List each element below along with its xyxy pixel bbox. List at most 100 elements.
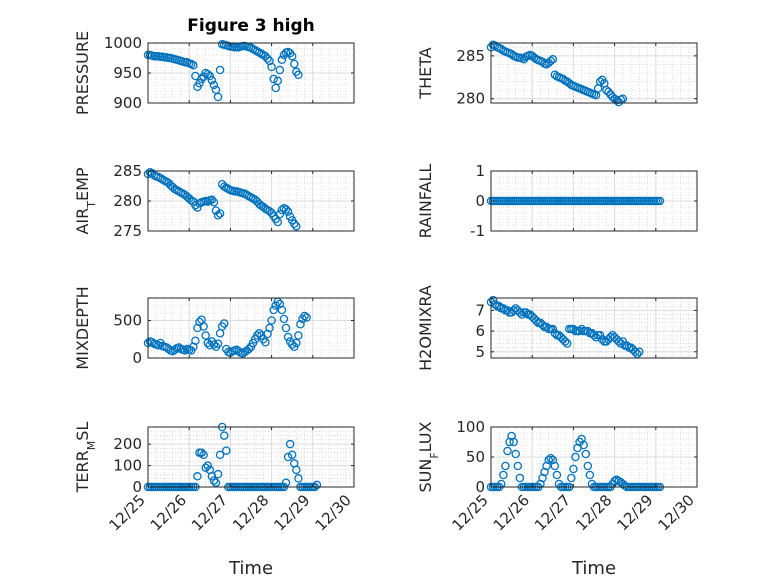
data-point	[277, 55, 287, 65]
figure-title: Figure 3 high	[187, 16, 315, 36]
data-point	[622, 341, 632, 350]
data-point	[546, 453, 555, 463]
data-point	[604, 87, 613, 97]
data-point	[193, 472, 202, 481]
data-point	[630, 347, 640, 357]
data-point	[560, 337, 570, 346]
data-point	[209, 197, 219, 207]
subplot-6: 5 6 7 H2OMIXRA	[416, 285, 698, 371]
y-tick-label: 0	[475, 478, 485, 496]
data-point	[273, 76, 283, 86]
data-point	[219, 319, 229, 328]
data-point	[281, 478, 291, 487]
data-point	[265, 323, 274, 333]
subplot-5: 0 500 MIXDEPTH	[73, 286, 355, 370]
subplot-1: 900 950 1000 PRESSURE	[73, 31, 355, 115]
data-point	[197, 448, 206, 457]
data-point	[511, 449, 520, 459]
subplot-4: -1 0 1 RAINFALL	[416, 162, 698, 240]
data-point	[583, 461, 593, 471]
y-axis-label: TERRMSL	[73, 422, 98, 494]
y-tick-label: 5	[475, 343, 485, 361]
data-point	[234, 346, 243, 356]
data-point	[269, 74, 278, 84]
data-point	[283, 207, 293, 217]
data-point	[201, 463, 210, 472]
data-point	[215, 209, 225, 218]
data-point	[546, 56, 555, 66]
data-point	[222, 446, 231, 455]
data-point	[515, 473, 525, 483]
data-point	[503, 306, 512, 315]
data-point	[567, 473, 576, 483]
data-point	[273, 217, 283, 227]
data-point	[279, 314, 289, 324]
data-point	[635, 347, 644, 357]
data-point	[275, 65, 285, 75]
y-tick-label: 280	[456, 90, 485, 108]
data-point	[283, 452, 293, 462]
data-point	[287, 450, 297, 460]
y-tick-label: 500	[113, 312, 142, 330]
data-point	[287, 51, 297, 61]
y-tick-label: 6	[475, 322, 485, 340]
data-point	[191, 336, 200, 345]
data-point	[281, 205, 291, 214]
data-point	[550, 328, 560, 338]
data-point	[283, 332, 293, 342]
axes-box	[147, 426, 355, 488]
y-axis-label: PRESSURE	[73, 31, 92, 115]
data-point	[287, 340, 297, 349]
y-axis-label: THETA	[416, 47, 435, 99]
data-point	[269, 305, 278, 315]
data-point	[213, 339, 223, 348]
data-point	[164, 344, 173, 354]
data-point	[595, 77, 605, 86]
y-axis-label: SUNFLUX	[416, 421, 441, 492]
data-point	[199, 322, 208, 331]
data-point	[213, 211, 223, 220]
data-point	[488, 295, 498, 305]
data-point	[290, 219, 299, 229]
data-point	[261, 337, 270, 347]
data-point	[633, 349, 642, 359]
data-point	[300, 311, 309, 321]
subplot-3: 275 280 285 AIRTEMP	[73, 162, 355, 240]
data-point	[285, 439, 295, 449]
data-point	[203, 461, 212, 470]
y-axis-label: MIXDEPTH	[73, 286, 92, 369]
y-tick-label: 0	[132, 478, 142, 496]
data-point	[290, 59, 299, 69]
data-point	[292, 465, 301, 475]
y-axis-label: H2OMIXRA	[416, 285, 435, 371]
data-point	[538, 320, 547, 330]
data-point	[244, 344, 254, 354]
data-point	[219, 431, 229, 440]
data-point	[209, 476, 219, 485]
data-point	[499, 304, 508, 313]
data-point	[170, 345, 180, 354]
data-point	[509, 437, 518, 447]
data-point	[267, 62, 276, 72]
data-point	[292, 338, 301, 348]
data-point	[263, 54, 272, 63]
data-point	[583, 326, 593, 336]
data-point	[494, 302, 504, 311]
data-point	[213, 469, 223, 479]
data-point	[612, 96, 621, 105]
data-point	[589, 330, 599, 340]
y-tick-label: 1	[475, 162, 485, 180]
data-point	[562, 339, 572, 348]
data-point	[207, 195, 217, 205]
x-axis-label-right: Time	[571, 558, 616, 579]
data-point	[312, 480, 322, 490]
y-tick-label: 285	[113, 162, 142, 180]
data-point	[180, 346, 190, 355]
data-point	[302, 313, 311, 322]
data-point	[618, 94, 628, 103]
data-point	[296, 319, 305, 329]
data-point	[203, 69, 212, 79]
data-point	[579, 440, 588, 450]
